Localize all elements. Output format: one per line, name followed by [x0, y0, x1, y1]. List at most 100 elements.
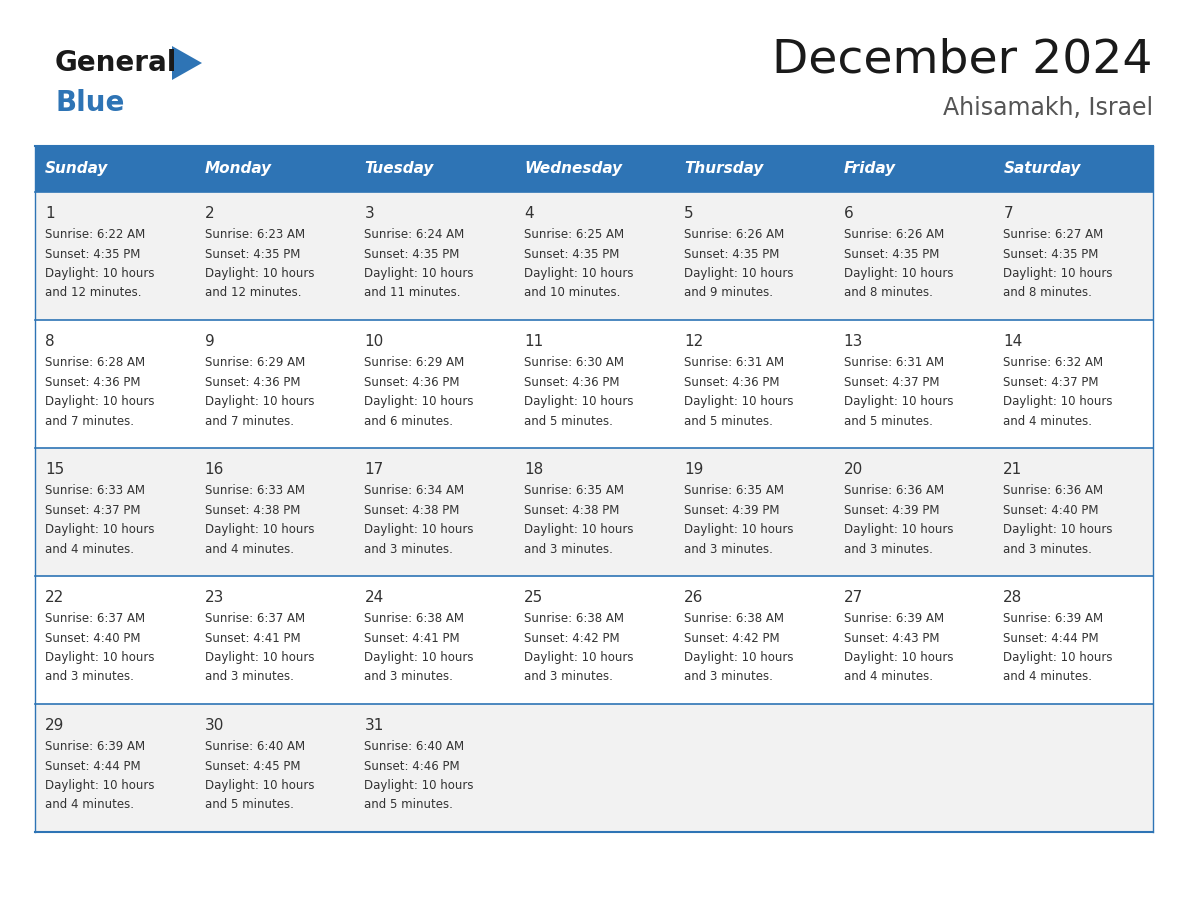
Text: Daylight: 10 hours: Daylight: 10 hours [45, 651, 154, 664]
Text: Daylight: 10 hours: Daylight: 10 hours [45, 523, 154, 536]
Text: Daylight: 10 hours: Daylight: 10 hours [843, 651, 953, 664]
Text: 24: 24 [365, 590, 384, 605]
Text: Sunset: 4:36 PM: Sunset: 4:36 PM [524, 375, 620, 388]
Text: and 5 minutes.: and 5 minutes. [524, 415, 613, 428]
Text: Sunset: 4:41 PM: Sunset: 4:41 PM [365, 632, 460, 644]
Bar [674, 704, 834, 832]
Text: Sunrise: 6:29 AM: Sunrise: 6:29 AM [365, 356, 465, 369]
Text: Sunset: 4:36 PM: Sunset: 4:36 PM [204, 375, 301, 388]
Text: Daylight: 10 hours: Daylight: 10 hours [524, 395, 633, 408]
Text: Tuesday: Tuesday [365, 162, 434, 176]
Text: 8: 8 [45, 334, 55, 349]
Text: Sunrise: 6:35 AM: Sunrise: 6:35 AM [524, 484, 624, 497]
Text: 18: 18 [524, 462, 543, 477]
Text: Sunrise: 6:32 AM: Sunrise: 6:32 AM [1004, 356, 1104, 369]
Text: Daylight: 10 hours: Daylight: 10 hours [1004, 651, 1113, 664]
Text: Sunrise: 6:36 AM: Sunrise: 6:36 AM [1004, 484, 1104, 497]
Text: and 3 minutes.: and 3 minutes. [524, 670, 613, 684]
Text: Sunset: 4:40 PM: Sunset: 4:40 PM [45, 632, 140, 644]
Text: Daylight: 10 hours: Daylight: 10 hours [204, 523, 314, 536]
Text: Sunset: 4:44 PM: Sunset: 4:44 PM [1004, 632, 1099, 644]
Bar [354, 576, 514, 704]
Text: 30: 30 [204, 718, 225, 733]
Text: Wednesday: Wednesday [524, 162, 623, 176]
Text: Daylight: 10 hours: Daylight: 10 hours [365, 267, 474, 280]
Text: Sunset: 4:35 PM: Sunset: 4:35 PM [204, 248, 301, 261]
Text: and 12 minutes.: and 12 minutes. [204, 286, 302, 299]
Text: Daylight: 10 hours: Daylight: 10 hours [1004, 395, 1113, 408]
Polygon shape [172, 46, 202, 80]
Text: and 7 minutes.: and 7 minutes. [204, 415, 293, 428]
Text: and 4 minutes.: and 4 minutes. [843, 670, 933, 684]
Text: Daylight: 10 hours: Daylight: 10 hours [843, 523, 953, 536]
Bar [354, 448, 514, 576]
Text: Sunset: 4:45 PM: Sunset: 4:45 PM [204, 759, 301, 773]
Text: General: General [55, 49, 177, 77]
Bar [34, 192, 195, 320]
Text: and 5 minutes.: and 5 minutes. [204, 799, 293, 812]
Text: Sunset: 4:39 PM: Sunset: 4:39 PM [843, 503, 939, 517]
Text: and 5 minutes.: and 5 minutes. [365, 799, 454, 812]
Text: 28: 28 [1004, 590, 1023, 605]
Text: Sunset: 4:36 PM: Sunset: 4:36 PM [45, 375, 140, 388]
Text: Daylight: 10 hours: Daylight: 10 hours [684, 523, 794, 536]
Text: Sunset: 4:35 PM: Sunset: 4:35 PM [843, 248, 939, 261]
Bar [674, 192, 834, 320]
Bar [834, 146, 993, 192]
Bar [195, 704, 354, 832]
Text: Sunset: 4:38 PM: Sunset: 4:38 PM [365, 503, 460, 517]
Text: 7: 7 [1004, 206, 1013, 221]
Text: 4: 4 [524, 206, 533, 221]
Bar [993, 448, 1154, 576]
Text: Ahisamakh, Israel: Ahisamakh, Israel [943, 96, 1154, 120]
Text: Daylight: 10 hours: Daylight: 10 hours [1004, 523, 1113, 536]
Text: 5: 5 [684, 206, 694, 221]
Text: 31: 31 [365, 718, 384, 733]
Text: Daylight: 10 hours: Daylight: 10 hours [204, 779, 314, 792]
Text: Sunrise: 6:39 AM: Sunrise: 6:39 AM [45, 740, 145, 753]
Bar [674, 146, 834, 192]
Text: and 12 minutes.: and 12 minutes. [45, 286, 141, 299]
Text: Daylight: 10 hours: Daylight: 10 hours [684, 395, 794, 408]
Text: and 11 minutes.: and 11 minutes. [365, 286, 461, 299]
Bar [674, 576, 834, 704]
Text: Sunrise: 6:33 AM: Sunrise: 6:33 AM [204, 484, 304, 497]
Bar [195, 448, 354, 576]
Text: and 5 minutes.: and 5 minutes. [843, 415, 933, 428]
Bar [34, 448, 195, 576]
Text: Sunset: 4:35 PM: Sunset: 4:35 PM [524, 248, 619, 261]
Text: Sunday: Sunday [45, 162, 108, 176]
Text: and 4 minutes.: and 4 minutes. [45, 799, 134, 812]
Text: 3: 3 [365, 206, 374, 221]
Text: Daylight: 10 hours: Daylight: 10 hours [45, 267, 154, 280]
Text: Thursday: Thursday [684, 162, 763, 176]
Text: and 8 minutes.: and 8 minutes. [843, 286, 933, 299]
Text: and 3 minutes.: and 3 minutes. [1004, 543, 1092, 555]
Text: 6: 6 [843, 206, 853, 221]
Text: Sunrise: 6:31 AM: Sunrise: 6:31 AM [684, 356, 784, 369]
Text: 19: 19 [684, 462, 703, 477]
Bar [514, 576, 674, 704]
Text: Sunset: 4:40 PM: Sunset: 4:40 PM [1004, 503, 1099, 517]
Text: Daylight: 10 hours: Daylight: 10 hours [684, 651, 794, 664]
Text: Sunset: 4:38 PM: Sunset: 4:38 PM [204, 503, 301, 517]
Bar [34, 146, 195, 192]
Text: Sunrise: 6:24 AM: Sunrise: 6:24 AM [365, 228, 465, 241]
Text: Sunrise: 6:37 AM: Sunrise: 6:37 AM [204, 612, 305, 625]
Text: Sunrise: 6:35 AM: Sunrise: 6:35 AM [684, 484, 784, 497]
Text: Daylight: 10 hours: Daylight: 10 hours [524, 523, 633, 536]
Bar [514, 146, 674, 192]
Text: Sunrise: 6:22 AM: Sunrise: 6:22 AM [45, 228, 145, 241]
Text: Sunset: 4:41 PM: Sunset: 4:41 PM [204, 632, 301, 644]
Text: 14: 14 [1004, 334, 1023, 349]
Bar [34, 320, 195, 448]
Text: Sunrise: 6:40 AM: Sunrise: 6:40 AM [365, 740, 465, 753]
Text: 2: 2 [204, 206, 214, 221]
Text: Sunrise: 6:31 AM: Sunrise: 6:31 AM [843, 356, 943, 369]
Text: Daylight: 10 hours: Daylight: 10 hours [843, 395, 953, 408]
Text: and 9 minutes.: and 9 minutes. [684, 286, 773, 299]
Bar [195, 192, 354, 320]
Text: and 5 minutes.: and 5 minutes. [684, 415, 772, 428]
Bar [834, 192, 993, 320]
Text: Sunrise: 6:33 AM: Sunrise: 6:33 AM [45, 484, 145, 497]
